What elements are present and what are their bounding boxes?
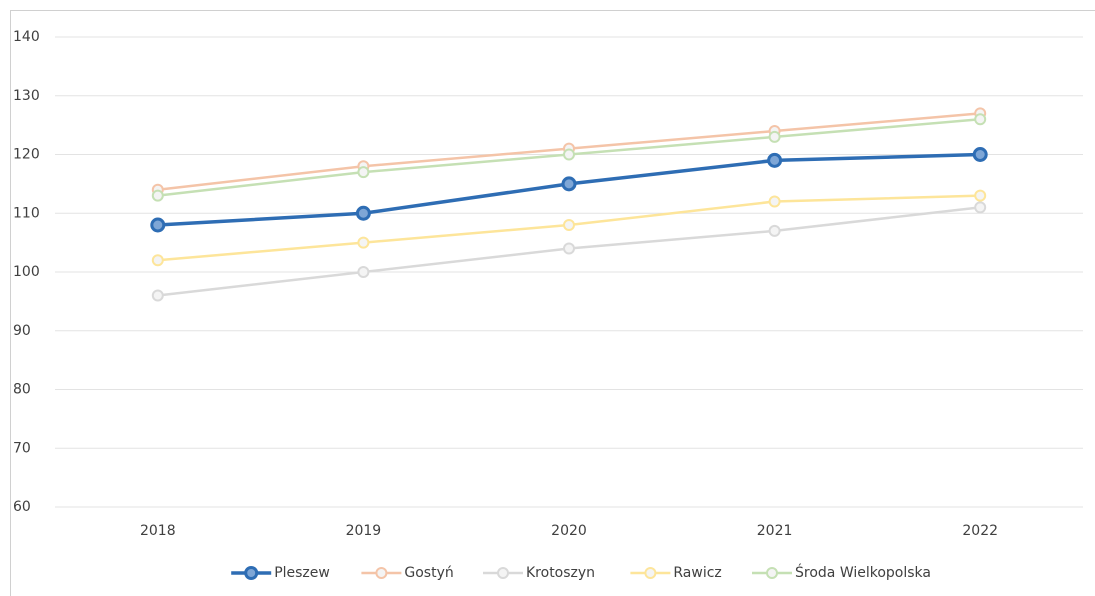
legend-marker (375, 567, 388, 579)
legend-marker (766, 567, 778, 579)
y-tick-label: 70 (13, 440, 31, 456)
y-tick-label: 130 (13, 88, 40, 104)
x-tick-label: 2018 (140, 523, 176, 539)
y-tick-label: 110 (13, 205, 40, 221)
marker (357, 266, 370, 278)
marker (768, 195, 781, 208)
marker (563, 242, 575, 255)
marker (767, 152, 783, 168)
marker (357, 236, 370, 249)
marker (561, 176, 577, 192)
legend-marker (644, 567, 657, 579)
x-tick-label: 2020 (551, 523, 587, 539)
legend-label: Gostyń (404, 565, 453, 581)
y-tick-label: 90 (13, 323, 31, 339)
marker (563, 219, 575, 231)
marker (563, 148, 575, 161)
x-tick-label: 2022 (962, 523, 998, 539)
x-tick-label: 2021 (757, 523, 793, 539)
marker (768, 130, 781, 143)
marker (357, 166, 370, 179)
legend-label: Środa Wielkopolska (795, 563, 931, 581)
marker (355, 205, 371, 221)
marker (974, 189, 987, 202)
legend-label: Pleszew (274, 565, 330, 581)
frame (10, 10, 1095, 596)
x-tick-label: 2019 (346, 523, 382, 539)
marker (768, 224, 781, 237)
marker (972, 147, 988, 162)
y-tick-label: 60 (13, 499, 31, 515)
y-tick-label: 100 (13, 264, 40, 280)
marker (151, 254, 164, 267)
legend-marker (497, 567, 509, 579)
y-tick-label: 120 (13, 147, 40, 163)
y-tick-label: 140 (13, 29, 40, 45)
marker (150, 217, 166, 233)
legend-label: Krotoszyn (526, 565, 595, 581)
legend-label: Rawicz (673, 565, 721, 581)
marker (151, 189, 164, 202)
y-tick-label: 80 (13, 382, 31, 398)
legend-marker (244, 566, 259, 580)
marker (974, 113, 987, 126)
marker (151, 289, 164, 302)
marker (974, 201, 987, 214)
